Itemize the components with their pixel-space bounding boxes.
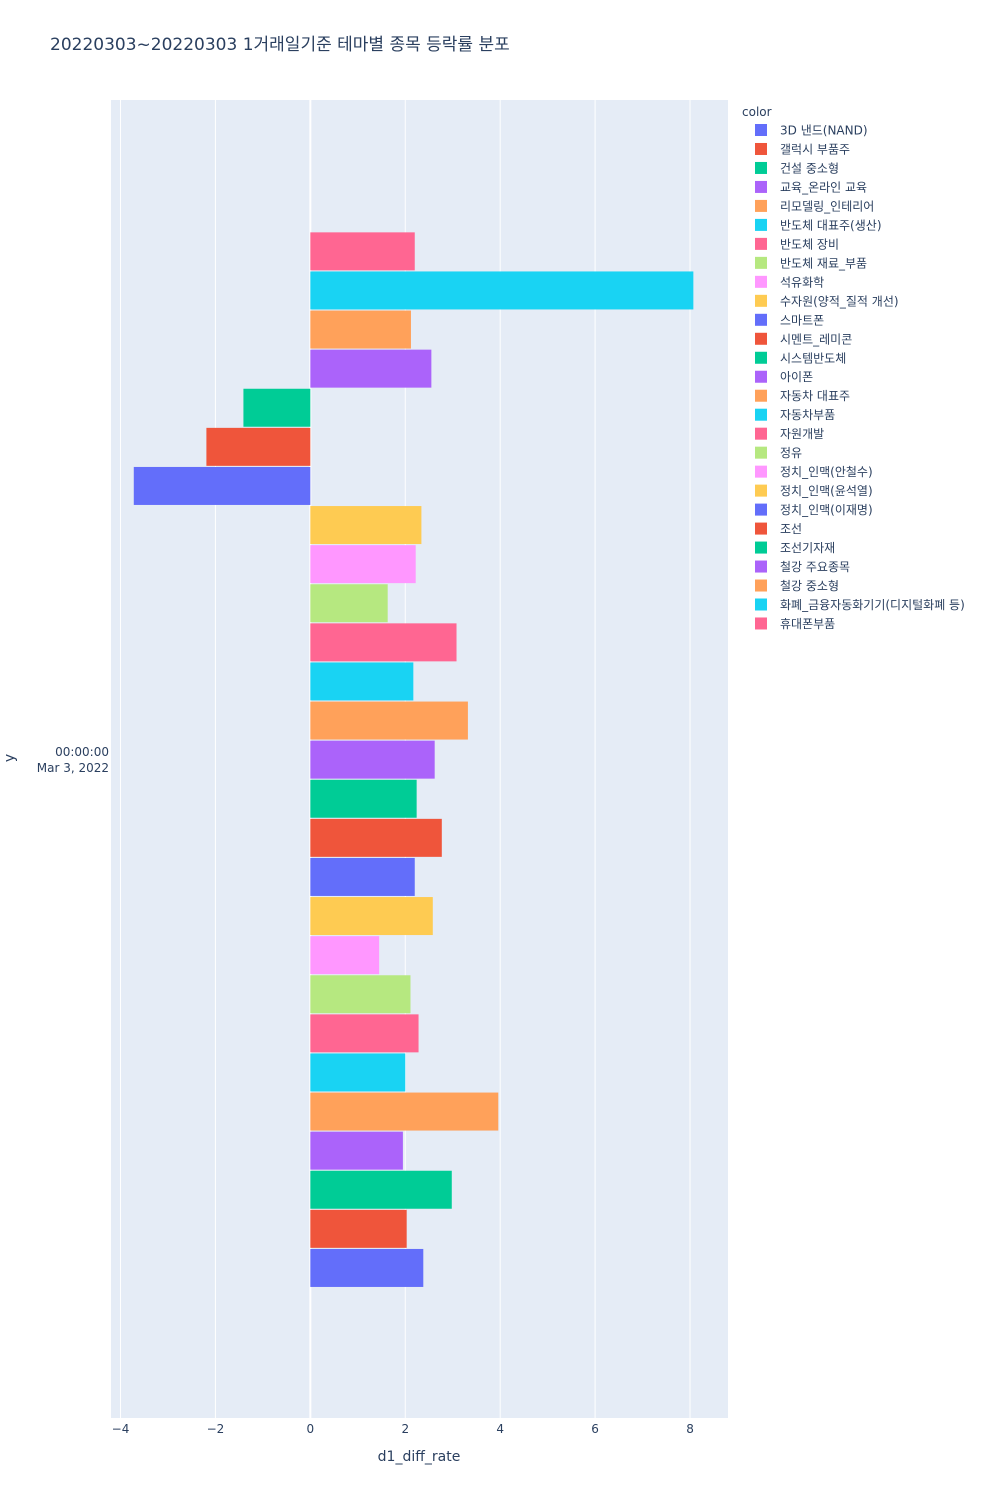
bar[interactable]	[310, 662, 414, 701]
x-tick-labels: −4 −2 0 2 4 6 8	[112, 1422, 694, 1436]
bar[interactable]	[310, 1170, 452, 1209]
legend-label[interactable]: 휴대폰부품	[780, 617, 835, 631]
y-tick-label-date: Mar 3, 2022	[37, 761, 109, 775]
legend-swatch[interactable]	[755, 313, 767, 326]
legend-label[interactable]: 조선	[780, 522, 802, 536]
bar[interactable]	[310, 818, 442, 857]
legend-swatch[interactable]	[755, 370, 767, 383]
legend-swatch[interactable]	[755, 124, 767, 136]
legend-label[interactable]: 건설 중소형	[780, 161, 839, 175]
x-tick-label: 2	[401, 1422, 409, 1436]
x-tick-label: −4	[112, 1422, 130, 1436]
legend-swatch[interactable]	[755, 218, 767, 231]
legend-label[interactable]: 정치_인맥(윤석열)	[780, 484, 873, 498]
legend-label[interactable]: 갤럭시 부품주	[780, 142, 850, 156]
legend-label[interactable]: 정치_인맥(안철수)	[780, 465, 873, 479]
bars	[133, 232, 694, 1287]
legend-label[interactable]: 반도체 장비	[780, 237, 839, 251]
legend-label[interactable]: 시멘트_레미콘	[780, 332, 852, 346]
bar[interactable]	[243, 388, 311, 427]
x-tick-label: 4	[496, 1422, 504, 1436]
legend-label[interactable]: 정치_인맥(이재명)	[780, 503, 873, 517]
legend-swatch[interactable]	[755, 446, 767, 459]
legend-label[interactable]: 반도체 대표주(생산)	[780, 218, 882, 232]
bar[interactable]	[310, 584, 388, 623]
legend-label[interactable]: 반도체 재료_부품	[780, 256, 867, 270]
legend-swatch[interactable]	[755, 598, 767, 611]
bar[interactable]	[206, 427, 311, 466]
legend-swatch[interactable]	[755, 180, 767, 193]
x-tick-label: 0	[307, 1422, 315, 1436]
legend-swatch[interactable]	[755, 389, 767, 402]
legend-label[interactable]: 화폐_금융자동화기기(디지털화폐 등)	[780, 598, 965, 612]
bar[interactable]	[310, 1053, 406, 1092]
y-tick-label-time: 00:00:00	[55, 745, 109, 759]
legend-swatch[interactable]	[755, 560, 767, 573]
bar[interactable]	[310, 1014, 419, 1053]
legend-label[interactable]: 자동차부품	[780, 408, 835, 422]
bar[interactable]	[310, 779, 417, 818]
bar[interactable]	[310, 740, 435, 779]
legend-label[interactable]: 자원개발	[780, 427, 824, 441]
bar[interactable]	[310, 936, 380, 975]
bar[interactable]	[310, 897, 433, 936]
legend-title: color	[742, 105, 772, 119]
legend-swatch[interactable]	[755, 408, 767, 421]
legend-swatch[interactable]	[755, 256, 767, 269]
x-tick-label: 6	[591, 1422, 599, 1436]
y-axis-title: y	[2, 754, 18, 762]
legend-label[interactable]: 리모델링_인테리어	[780, 199, 874, 213]
legend-swatch[interactable]	[755, 522, 767, 535]
bar[interactable]	[310, 545, 416, 584]
legend-label[interactable]: 철강 중소형	[780, 579, 839, 593]
legend-label[interactable]: 스마트폰	[780, 313, 824, 327]
legend-swatch[interactable]	[755, 579, 767, 592]
bar[interactable]	[310, 857, 415, 896]
legend-swatch[interactable]	[755, 161, 767, 174]
bar[interactable]	[310, 1131, 403, 1170]
legend-swatch[interactable]	[755, 294, 767, 307]
x-axis-title: d1_diff_rate	[378, 1449, 461, 1465]
bar[interactable]	[310, 701, 468, 740]
legend-swatch[interactable]	[755, 503, 767, 516]
bar[interactable]	[310, 506, 422, 545]
bar[interactable]	[310, 1248, 424, 1287]
legend-label[interactable]: 시스템반도체	[780, 351, 846, 365]
legend-swatch[interactable]	[755, 617, 767, 630]
bar[interactable]	[310, 349, 432, 388]
bar[interactable]	[310, 271, 694, 310]
bar[interactable]	[310, 310, 411, 349]
legend-label[interactable]: 3D 낸드(NAND)	[780, 124, 868, 138]
legend-swatch[interactable]	[755, 484, 767, 497]
legend-swatch[interactable]	[755, 465, 767, 478]
legend-label[interactable]: 철강 주요종목	[780, 560, 850, 574]
legend-label[interactable]: 정유	[780, 446, 802, 460]
legend-swatch[interactable]	[755, 275, 767, 288]
legend-swatch[interactable]	[755, 332, 767, 345]
x-tick-label: 8	[686, 1422, 694, 1436]
bar[interactable]	[310, 1209, 407, 1248]
legend-label[interactable]: 조선기자재	[780, 541, 835, 555]
bar[interactable]	[133, 466, 311, 505]
legend-swatch[interactable]	[755, 351, 767, 364]
legend-swatch[interactable]	[755, 427, 767, 440]
bar[interactable]	[310, 623, 457, 662]
legend-swatch[interactable]	[755, 142, 767, 155]
legend-label[interactable]: 자동차 대표주	[780, 389, 850, 403]
bar[interactable]	[310, 975, 411, 1014]
legend-label[interactable]: 석유화학	[780, 275, 824, 289]
legend-swatch[interactable]	[755, 237, 767, 250]
chart-title: 20220303~20220303 1거래일기준 테마별 종목 등락률 분포	[50, 35, 510, 55]
bar[interactable]	[310, 1092, 499, 1131]
legend-label[interactable]: 아이폰	[780, 370, 813, 384]
legend-swatch[interactable]	[755, 199, 767, 212]
legend-swatch[interactable]	[755, 541, 767, 554]
x-tick-label: −2	[207, 1422, 225, 1436]
legend-label[interactable]: 수자원(양적_질적 개선)	[780, 294, 899, 308]
legend-label[interactable]: 교육_온라인 교육	[780, 180, 867, 194]
bar[interactable]	[310, 232, 415, 271]
